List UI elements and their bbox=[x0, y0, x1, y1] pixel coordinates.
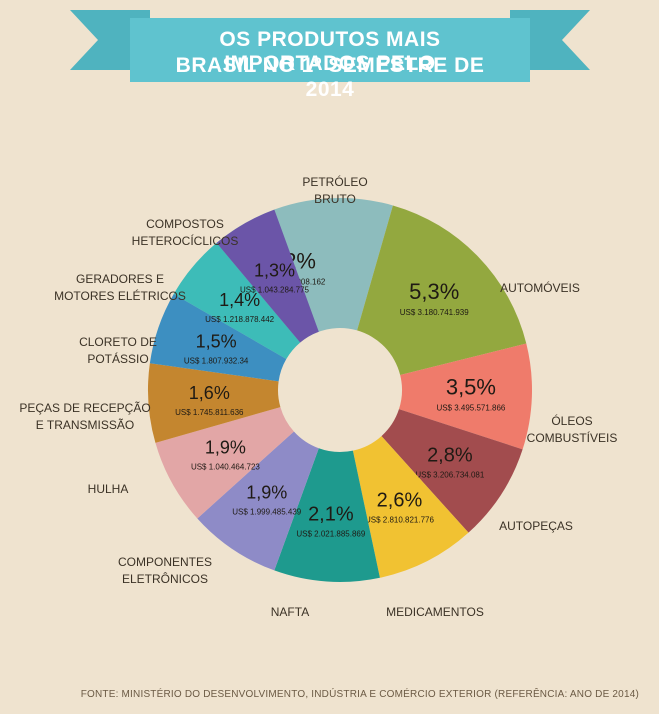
slice-10-label-line-2: POTÁSSIO bbox=[87, 351, 148, 366]
page-title-line-2: BRASIL NO 1º SEMESTRE DE 2014 bbox=[175, 54, 485, 101]
slice-10-amount: US$ 1.807.932.34 bbox=[184, 356, 249, 365]
slice-10-percent: 1,5% bbox=[196, 331, 237, 351]
slice-11-label-line-1: GERADORES E bbox=[76, 272, 164, 286]
slice-2 bbox=[357, 205, 527, 376]
slice-3 bbox=[398, 343, 532, 450]
slice-8-amount: US$ 1.040.464.723 bbox=[191, 463, 260, 472]
slice-3-label-line-1: ÓLEOS bbox=[551, 413, 592, 428]
slice-5 bbox=[352, 436, 469, 578]
slice-2-amount: US$ 3.180.741.939 bbox=[400, 308, 469, 317]
slice-8-label-line-1: HULHA bbox=[88, 482, 129, 496]
donut-hole bbox=[280, 330, 400, 450]
slice-6-amount: US$ 2.021.885.869 bbox=[296, 530, 365, 539]
slice-4-amount: US$ 3.206.734.081 bbox=[415, 470, 484, 479]
slice-3-percent: 3,5% bbox=[446, 375, 496, 400]
slice-8-percent: 1,9% bbox=[205, 438, 246, 458]
slice-7-label-line-2: ELETRÔNICOS bbox=[122, 571, 208, 586]
slice-12-amount: US$ 1.043.284.775 bbox=[240, 286, 309, 295]
slice-5-percent: 2,6% bbox=[377, 490, 423, 512]
slice-4 bbox=[381, 409, 523, 533]
slice-9-percent: 1,6% bbox=[189, 383, 230, 403]
donut-chart: 6,2%US$ 5.728.008.162PETRÓLEOBRUTO5,3%US… bbox=[19, 174, 617, 619]
slice-11-percent: 1,4% bbox=[219, 290, 260, 310]
slice-9-amount: US$ 1.745.811.636 bbox=[175, 408, 244, 417]
slice-6-label-line-1: NAFTA bbox=[271, 605, 309, 619]
slice-4-percent: 2,8% bbox=[427, 444, 473, 466]
slice-12 bbox=[216, 209, 319, 343]
slice-9 bbox=[148, 363, 281, 443]
slice-3-label-line-2: COMBUSTÍVEIS bbox=[527, 430, 618, 445]
slice-12-percent: 1,3% bbox=[254, 261, 295, 281]
slice-2-label-line-1: AUTOMÓVEIS bbox=[500, 280, 580, 295]
title-banner bbox=[70, 10, 590, 82]
slice-4-label-line-1: AUTOPEÇAS bbox=[499, 519, 573, 533]
page-title-line-1: OS PRODUTOS MAIS IMPORTADOS PELO bbox=[219, 28, 441, 75]
slice-6-percent: 2,1% bbox=[308, 504, 354, 526]
slice-9-label-line-2: E TRANSMISSÃO bbox=[36, 418, 134, 432]
slice-11 bbox=[173, 242, 301, 359]
slice-5-label-line-1: MEDICAMENTOS bbox=[386, 605, 484, 619]
slice-7-percent: 1,9% bbox=[246, 483, 287, 503]
slice-1-label-line-1: PETRÓLEO bbox=[302, 174, 367, 189]
slice-10 bbox=[149, 294, 287, 382]
slice-8 bbox=[155, 407, 294, 519]
slice-11-amount: US$ 1.218.878.442 bbox=[205, 315, 274, 324]
slice-7-amount: US$ 1.999.485.439 bbox=[232, 508, 301, 517]
slice-10-label-line-1: CLORETO DE bbox=[79, 335, 157, 349]
banner-body bbox=[130, 18, 530, 82]
source-note: FONTE: MINISTÉRIO DO DESENVOLVIMENTO, IN… bbox=[80, 689, 639, 700]
slice-3-amount: US$ 3.495.571.866 bbox=[436, 404, 505, 413]
slice-5-amount: US$ 2.810.821.776 bbox=[365, 516, 434, 525]
slice-12-label-line-2: HETEROCÍCLICOS bbox=[132, 233, 239, 248]
slice-2-percent: 5,3% bbox=[409, 279, 459, 304]
slice-11-label-line-2: MOTORES ELÉTRICOS bbox=[54, 288, 186, 303]
slice-6 bbox=[274, 448, 380, 582]
slice-12-label-line-1: COMPOSTOS bbox=[146, 217, 224, 231]
slice-7-label-line-1: COMPONENTES bbox=[118, 555, 212, 569]
slice-1-label-line-2: BRUTO bbox=[314, 192, 356, 206]
slice-7 bbox=[197, 431, 319, 571]
slice-9-label-line-1: PEÇAS DE RECEPÇÃO bbox=[19, 401, 150, 415]
